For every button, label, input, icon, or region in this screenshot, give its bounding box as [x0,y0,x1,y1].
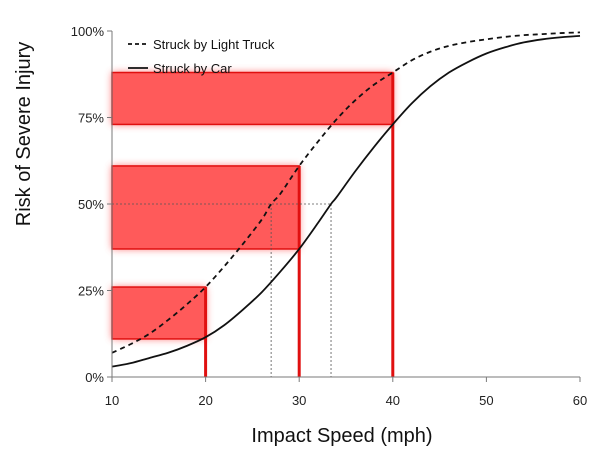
x-tick-label-1: 20 [198,393,212,408]
legend-label-car: Struck by Car [153,61,232,76]
y-axis-title: Risk of Severe Injury [13,42,35,227]
x-tick-label-3: 40 [386,393,400,408]
x-axis-title: Impact Speed (mph) [251,425,432,447]
y-tick-label-4: 100% [71,24,105,39]
y-tick-label-0: 0% [85,370,104,385]
axes: 0% 25% 50% 75% 100% 10 20 30 40 50 60 [71,24,587,408]
x-tick-label-0: 10 [105,393,119,408]
x-tick-label-5: 60 [573,393,587,408]
y-tick-label-1: 25% [78,284,104,299]
y-tick-label-2: 50% [78,197,104,212]
series-line-light-truck [111,31,581,354]
highlight-band-0 [111,286,207,340]
y-tick-label-3: 75% [78,111,104,126]
series-lines [111,31,581,368]
highlight-band-2 [111,71,394,126]
legend: Struck by Light Truck Struck by Car [128,37,275,76]
x-tick-label-4: 50 [479,393,493,408]
legend-label-light-truck: Struck by Light Truck [153,37,275,52]
x-tick-label-2: 30 [292,393,306,408]
reference-lines [112,203,332,377]
series-line-car [111,34,581,368]
